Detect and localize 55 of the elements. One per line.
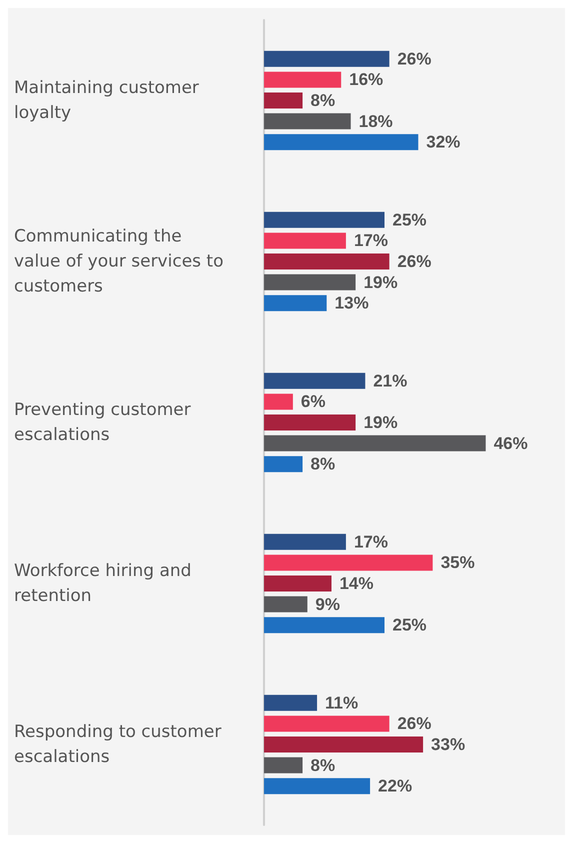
data-label: 11%	[325, 693, 358, 712]
data-label: 25%	[392, 616, 427, 635]
bar	[264, 757, 303, 774]
data-label: 26%	[397, 714, 432, 734]
bar	[264, 295, 327, 312]
data-label: 6%	[300, 392, 326, 412]
data-label: 19%	[364, 272, 398, 292]
data-label: 17%	[354, 231, 388, 250]
y-tick-label: Workforce hiring and retention	[14, 561, 197, 606]
bar	[264, 778, 370, 794]
data-label: 26%	[397, 49, 432, 68]
data-label: 8%	[310, 756, 336, 775]
data-label: 14%	[339, 574, 374, 593]
bar	[264, 134, 418, 150]
data-label: 46%	[494, 434, 528, 453]
bar	[264, 534, 346, 550]
bar	[264, 274, 356, 290]
bar	[264, 576, 332, 592]
bar	[264, 72, 342, 88]
bar	[264, 394, 293, 410]
bar	[264, 212, 384, 228]
data-label: 25%	[392, 210, 427, 230]
bar	[264, 50, 390, 67]
y-tick-label: Maintaining customer loyalty	[14, 78, 204, 123]
data-label: 13%	[334, 294, 369, 313]
bar	[264, 736, 424, 752]
data-label: 32%	[426, 132, 460, 152]
data-label: 33%	[431, 735, 466, 754]
y-tick-label: Preventing customer escalations	[14, 400, 196, 445]
bar	[264, 596, 308, 612]
data-label: 8%	[310, 91, 336, 110]
bar	[264, 716, 390, 732]
y-tick-label: Communicating the value of your services to customers	[14, 226, 229, 296]
data-label: 18%	[358, 112, 393, 131]
bar	[264, 554, 433, 571]
bar	[264, 414, 356, 430]
bar	[264, 113, 351, 130]
bar	[264, 372, 366, 389]
data-label: 19%	[364, 413, 398, 432]
data-label: 8%	[310, 454, 336, 474]
data-label: 35%	[440, 553, 475, 572]
data-label: 26%	[397, 252, 432, 271]
data-label: 22%	[378, 776, 412, 796]
bar	[264, 694, 318, 711]
bar	[264, 435, 486, 452]
data-label: 17%	[354, 532, 388, 552]
bar	[264, 232, 346, 249]
bar	[264, 254, 390, 270]
bar	[264, 92, 303, 108]
bar	[264, 456, 303, 472]
data-label: 16%	[349, 70, 384, 90]
bar	[264, 617, 384, 634]
data-label: 21%	[373, 371, 408, 390]
y-tick-label: Responding to customer escalations	[14, 722, 227, 767]
data-label: 9%	[315, 594, 340, 614]
